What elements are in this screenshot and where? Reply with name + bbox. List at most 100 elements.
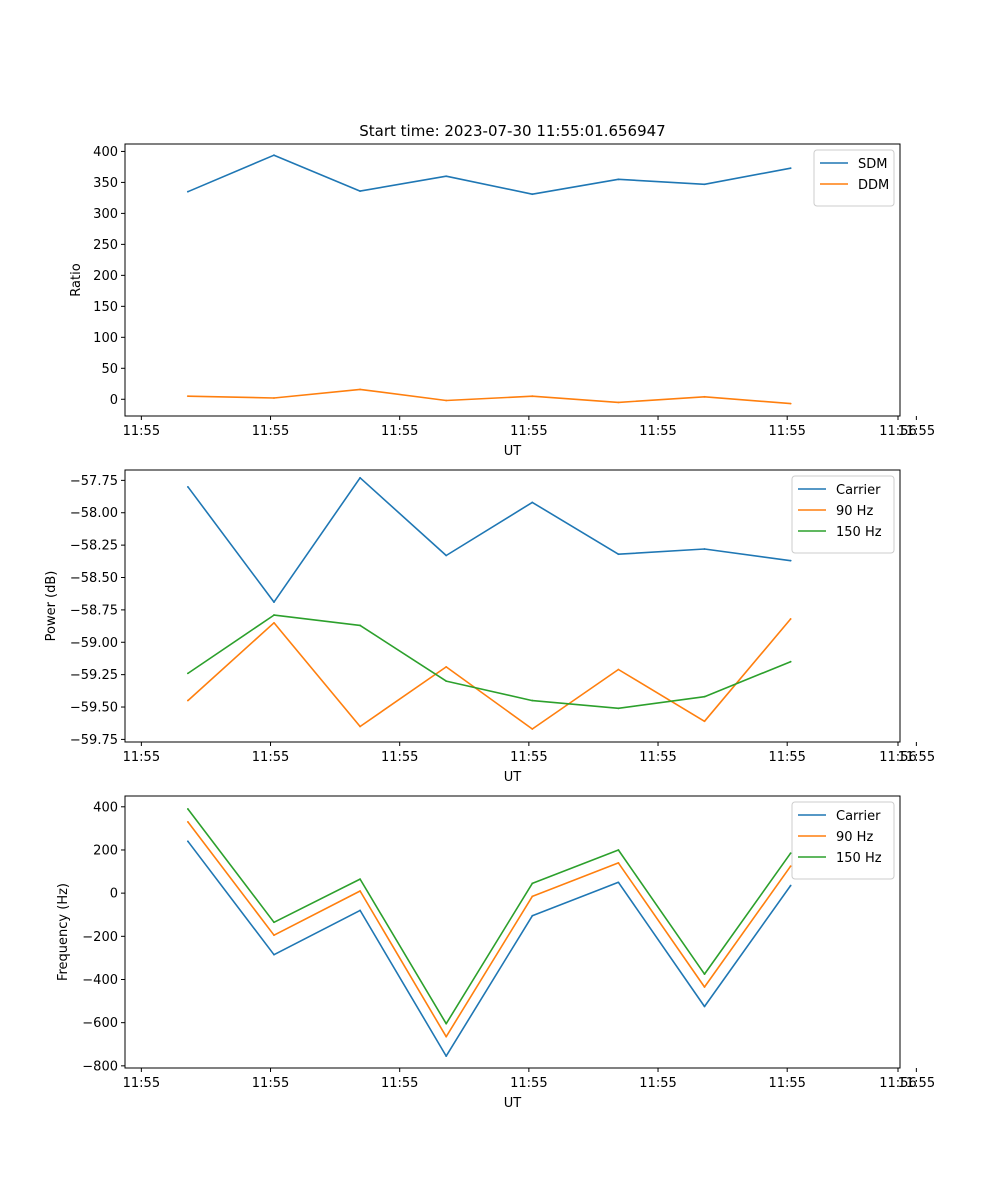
power-y-tick-label: −58.00 bbox=[70, 506, 118, 521]
power-series-line-150-hz bbox=[187, 614, 791, 710]
power-data-point-carrier bbox=[445, 554, 448, 557]
power-subplot: 11:55 11:55 11:55 11:55 11:55 11:55 11:5511:56… bbox=[44, 469, 935, 785]
ratio-data-point-sdm bbox=[273, 154, 275, 157]
frequency-data-point-carrier bbox=[273, 953, 275, 956]
ratio-data-point-sdm bbox=[359, 190, 361, 192]
ratio-y-tick-label: 0 bbox=[110, 393, 118, 408]
frequency-data-point-150-hz bbox=[703, 973, 706, 975]
ratio-y-axis-label: Ratio bbox=[69, 263, 84, 296]
ratio-x-tick-label: 11:56 bbox=[879, 424, 916, 439]
power-data-point-150-hz bbox=[359, 624, 361, 627]
frequency-x-tick-label: 11:55 bbox=[768, 1076, 805, 1091]
power-data-point-150-hz bbox=[445, 680, 448, 683]
frequency-y-axis-label: Frequency (Hz) bbox=[56, 883, 71, 981]
power-data-point-150-hz bbox=[703, 695, 706, 698]
power-data-point-90-hz bbox=[789, 618, 792, 620]
power-data-point-150-hz bbox=[617, 707, 620, 710]
ratio-series-line-ddm bbox=[187, 388, 791, 405]
ratio-legend-label: SDM bbox=[858, 157, 887, 172]
frequency-y-tick-label: −600 bbox=[82, 1016, 118, 1031]
power-data-point-carrier bbox=[617, 553, 620, 556]
power-x-tick-label: 11:55 bbox=[639, 750, 676, 765]
power-data-point-90-hz bbox=[703, 720, 706, 723]
frequency-data-point-carrier bbox=[617, 881, 620, 884]
power-x-axis-label: UT bbox=[504, 770, 522, 785]
power-data-point-90-hz bbox=[445, 665, 448, 668]
power-data-point-90-hz bbox=[273, 621, 275, 624]
power-x-tick-label: 11:55 bbox=[381, 750, 418, 765]
frequency-x-tick-label: 11:55 bbox=[123, 1076, 160, 1091]
power-legend-label: 150 Hz bbox=[836, 525, 882, 540]
frequency-x-tick-label: 11:55 bbox=[898, 1076, 935, 1091]
ratio-x-tick-label: 11:55 bbox=[898, 424, 935, 439]
power-data-point-150-hz bbox=[789, 660, 792, 663]
ratio-data-point-sdm bbox=[617, 178, 620, 181]
frequency-data-point-carrier bbox=[359, 909, 361, 912]
frequency-data-point-150-hz bbox=[531, 882, 534, 885]
ratio-x-tick-label: 11:55 bbox=[510, 424, 547, 439]
power-data-point-150-hz bbox=[273, 614, 275, 616]
frequency-data-point-90-hz bbox=[445, 1035, 448, 1038]
ratio-x-axis-label: UT bbox=[504, 444, 522, 459]
frequency-data-point-carrier bbox=[703, 1005, 706, 1008]
ratio-data-point-ddm bbox=[703, 395, 706, 398]
power-data-point-90-hz bbox=[186, 699, 189, 702]
power-x-tick-label: 11:55 bbox=[768, 750, 805, 765]
power-x-tick-label: 11:55 bbox=[252, 750, 289, 765]
power-y-tick-label: −59.25 bbox=[70, 668, 118, 683]
ratio-data-point-ddm bbox=[617, 401, 620, 404]
frequency-data-point-150-hz bbox=[445, 1022, 448, 1025]
frequency-series-line-90-hz bbox=[187, 821, 792, 1038]
frequency-legend-label: Carrier bbox=[836, 809, 881, 824]
ratio-y-tick-label: 300 bbox=[93, 207, 118, 222]
power-data-point-90-hz bbox=[531, 728, 534, 730]
ratio-data-point-ddm bbox=[445, 399, 448, 402]
frequency-series-line-150-hz bbox=[187, 808, 792, 1025]
frequency-x-tick-label: 11:55 bbox=[381, 1076, 418, 1091]
frequency-x-tick-label: 11:55 bbox=[252, 1076, 289, 1091]
ratio-x-tick-label: 11:55 bbox=[639, 424, 676, 439]
ratio-y-tick-label: 350 bbox=[93, 176, 118, 191]
ratio-legend-label: DDM bbox=[858, 178, 889, 193]
ratio-y-tick-label: 250 bbox=[93, 238, 118, 253]
power-y-tick-label: −59.50 bbox=[70, 701, 118, 716]
ratio-data-point-ddm bbox=[531, 395, 534, 398]
ratio-x-tick-label: 11:55 bbox=[252, 424, 289, 439]
ratio-series-line-sdm bbox=[187, 154, 791, 195]
power-series-line-carrier bbox=[187, 476, 791, 603]
frequency-y-tick-label: 400 bbox=[93, 800, 118, 815]
ratio-data-point-sdm bbox=[186, 190, 189, 193]
power-y-tick-label: −58.50 bbox=[70, 571, 118, 586]
ratio-axes-frame bbox=[124, 143, 901, 417]
ratio-x-tick-label: 11:55 bbox=[123, 424, 160, 439]
frequency-y-tick-label: −400 bbox=[82, 973, 118, 988]
ratio-data-point-ddm bbox=[789, 402, 792, 405]
frequency-y-tick-label: 200 bbox=[93, 843, 118, 858]
ratio-data-point-sdm bbox=[703, 183, 706, 186]
frequency-data-point-carrier bbox=[186, 840, 189, 843]
frequency-y-tick-label: −200 bbox=[82, 930, 118, 945]
ratio-legend bbox=[813, 149, 895, 207]
frequency-data-point-90-hz bbox=[789, 865, 792, 868]
frequency-axes-frame bbox=[124, 795, 901, 1069]
power-data-point-carrier bbox=[273, 601, 275, 604]
power-x-tick-label: 11:55 bbox=[898, 750, 935, 765]
frequency-data-point-carrier bbox=[445, 1055, 448, 1058]
ratio-y-tick-label: 400 bbox=[93, 145, 118, 160]
figure-title: Start time: 2023-07-30 11:55:01.656947 bbox=[359, 122, 665, 140]
ratio-data-point-sdm bbox=[789, 167, 792, 170]
frequency-data-point-90-hz bbox=[359, 890, 361, 892]
power-y-axis-label: Power (dB) bbox=[44, 571, 59, 642]
frequency-legend-label: 150 Hz bbox=[836, 851, 882, 866]
power-axes-frame bbox=[124, 469, 901, 743]
frequency-data-point-90-hz bbox=[273, 934, 275, 937]
frequency-data-point-carrier bbox=[531, 914, 534, 917]
frequency-data-point-90-hz bbox=[186, 821, 189, 823]
ratio-y-tick-label: 100 bbox=[93, 331, 118, 346]
power-y-tick-label: −58.75 bbox=[70, 603, 118, 618]
power-y-tick-label: −59.75 bbox=[70, 733, 118, 748]
power-data-point-carrier bbox=[359, 476, 361, 479]
power-x-tick-label: 11:56 bbox=[879, 750, 916, 765]
power-data-point-carrier bbox=[186, 485, 189, 488]
